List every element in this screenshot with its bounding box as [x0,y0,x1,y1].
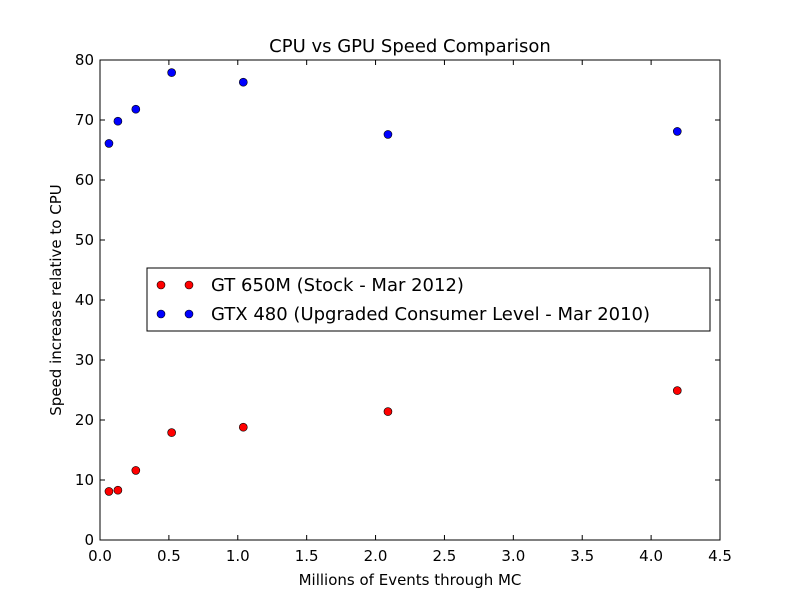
data-point [238,422,248,432]
y-tick-label: 0 [84,531,94,549]
x-axis-ticks: 0.0 0.5 1.0 1.5 2.0 2.5 3.0 3.5 4.0 4.5 [88,60,732,565]
y-tick-label: 40 [75,291,94,309]
x-tick-label: 3.5 [570,547,594,565]
x-tick-label: 2.0 [364,547,388,565]
data-point [104,487,114,496]
y-tick-label: 50 [75,231,94,249]
legend: GT 650M (Stock - Mar 2012) GTX 480 (Upgra… [146,267,711,332]
x-tick-label: 0.0 [88,547,112,565]
data-point [131,466,141,475]
x-tick-label: 1.0 [226,547,250,565]
y-axis-ticks: 0 10 20 30 40 50 60 70 80 [75,51,720,549]
x-tick-label: 1.5 [295,547,319,565]
legend-marker [156,309,166,319]
x-axis-label: Millions of Events through MC [299,571,522,589]
x-tick-label: 2.5 [433,547,457,565]
y-tick-label: 60 [75,171,94,189]
plot-frame [99,59,721,541]
legend-label: GT 650M (Stock - Mar 2012) [211,275,464,296]
legend-marker [156,280,166,290]
data-point [383,130,393,139]
chart-title: CPU vs GPU Speed Comparison [269,36,551,57]
data-point [131,104,141,114]
x-tick-label: 3.0 [501,547,525,565]
data-point [113,116,123,126]
x-tick-label: 4.5 [708,547,732,565]
data-point [113,485,123,495]
data-point [167,68,176,77]
data-point [238,77,248,87]
data-point [167,428,176,437]
y-tick-label: 80 [75,51,94,69]
data-points [104,68,682,496]
y-tick-label: 10 [75,471,94,489]
y-tick-label: 70 [75,111,94,129]
legend-marker [184,280,194,290]
data-point [104,139,114,148]
legend-label: GTX 480 (Upgraded Consumer Level - Mar 2… [211,304,650,325]
data-point [672,386,682,395]
x-tick-label: 4.0 [639,547,663,565]
legend-frame [146,267,711,332]
legend-marker [184,309,194,319]
x-tick-label: 0.5 [157,547,181,565]
y-tick-label: 20 [75,411,94,429]
y-tick-label: 30 [75,351,94,369]
y-axis-label: Speed increase relative to CPU [47,184,65,415]
data-point [672,127,682,136]
data-point [383,407,393,416]
